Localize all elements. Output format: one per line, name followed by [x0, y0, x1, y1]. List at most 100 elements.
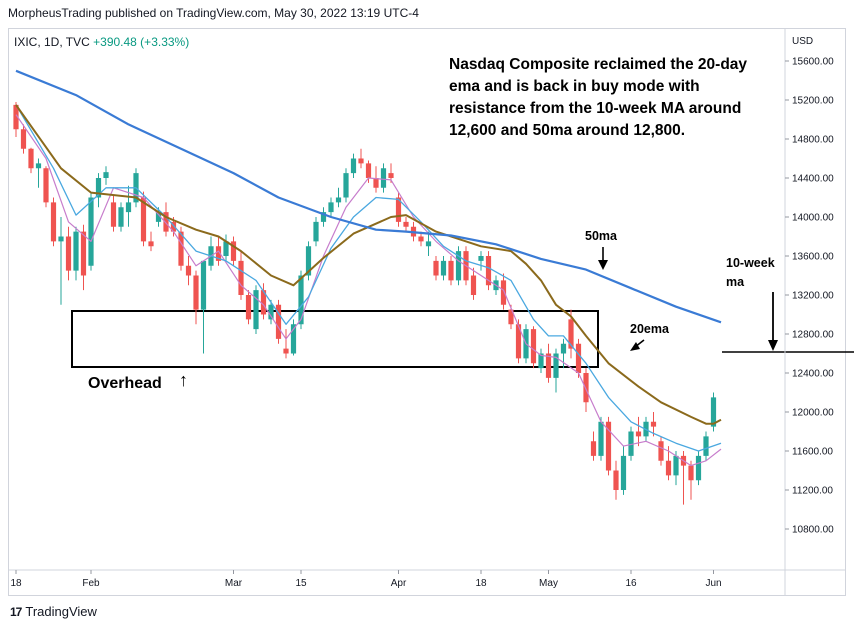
- candle-body: [73, 231, 79, 271]
- candle-body: [448, 260, 454, 281]
- price-tick-label: 10800.00: [792, 525, 834, 536]
- candle-body: [283, 348, 289, 354]
- candle-body: [193, 275, 199, 310]
- price-tick-label: 15200.00: [792, 96, 834, 107]
- candle-body: [110, 202, 117, 227]
- candles-layer: [13, 101, 717, 505]
- candle-body: [673, 455, 679, 476]
- candle-body: [155, 212, 162, 222]
- candle-body: [20, 129, 27, 149]
- symbol-change: +390.48 (+3.33%): [93, 35, 190, 49]
- ten-week-label-1: 10-week: [726, 256, 775, 270]
- candle-body: [583, 373, 589, 403]
- candle-body: [215, 246, 222, 261]
- candle-body: [125, 202, 132, 213]
- ma50-arrow-head: [598, 260, 608, 270]
- candle-body: [485, 256, 492, 286]
- candle-body: [440, 260, 447, 276]
- candle-body: [703, 436, 709, 456]
- footer-brand: 17 TradingView: [10, 604, 97, 619]
- overhead-resistance-box: [71, 310, 599, 368]
- candle-body: [695, 455, 702, 481]
- symbol-ticker: IXIC, 1D, TVC: [14, 35, 90, 49]
- publisher-header: MorpheusTrading published on TradingView…: [8, 6, 419, 20]
- ema20-line: [15, 104, 722, 425]
- candle-body: [298, 275, 304, 325]
- candle-body: [245, 295, 252, 320]
- main-annotation: Nasdaq Composite reclaimed the 20-day em…: [449, 56, 748, 139]
- candle-body: [710, 397, 717, 427]
- tradingview-logo-icon: 17: [10, 604, 22, 619]
- candle-body: [403, 221, 409, 227]
- candle-body: [28, 148, 34, 169]
- candle-body: [290, 324, 297, 354]
- candle-body: [545, 353, 552, 378]
- candle-body: [538, 353, 544, 369]
- price-tick-label: 12800.00: [792, 330, 834, 341]
- candle-body: [80, 231, 87, 276]
- candle-body: [58, 236, 64, 242]
- time-tick-label: Jun: [705, 578, 721, 589]
- candle-body: [568, 319, 574, 349]
- price-axis: 15600.00 15200.00 14800.00 14400.00 14000.00…: [9, 29, 845, 596]
- candle-body: [95, 178, 102, 198]
- price-tick-label: 12000.00: [792, 408, 834, 419]
- time-tick-label: Feb: [82, 578, 100, 589]
- overhead-up-arrow: ↑: [179, 370, 188, 390]
- candle-body: [508, 309, 514, 325]
- ma50-label: 50ma: [585, 229, 617, 243]
- candle-body: [500, 280, 507, 305]
- candle-body: [253, 290, 259, 330]
- candle-body: [343, 173, 349, 198]
- candle-body: [665, 460, 672, 476]
- candle-body: [628, 431, 634, 456]
- time-tick-label: 16: [625, 578, 637, 589]
- chart-frame: [8, 28, 846, 596]
- price-tick-label: 15600.00: [792, 57, 834, 68]
- tradingview-brand: TradingView: [25, 604, 97, 619]
- candle-body: [688, 465, 694, 481]
- candle-body: [238, 260, 244, 295]
- price-tick-label: 14800.00: [792, 135, 834, 146]
- candle-body: [395, 197, 402, 222]
- candle-body: [43, 168, 49, 203]
- candle-body: [425, 241, 432, 247]
- candle-body: [365, 163, 372, 178]
- candle-body: [305, 246, 312, 276]
- candle-body: [185, 265, 192, 276]
- time-tick-label: Apr: [391, 578, 407, 589]
- candle-body: [605, 421, 612, 471]
- candle-body: [260, 290, 267, 315]
- candle-body: [575, 343, 582, 373]
- candle-body: [433, 260, 439, 276]
- candle-body: [635, 431, 642, 437]
- candle-body: [658, 441, 664, 461]
- candle-body: [418, 236, 424, 242]
- candle-body: [530, 329, 537, 364]
- ten-week-arrow-head: [768, 340, 778, 351]
- price-tick-label: 12400.00: [792, 369, 834, 380]
- moving-averages-layer: [15, 69, 722, 467]
- candle-body: [103, 172, 109, 178]
- candle-body: [350, 158, 357, 174]
- candle-body: [13, 104, 19, 130]
- candle-body: [598, 421, 604, 456]
- candle-body: [65, 236, 72, 271]
- currency-label: USD: [792, 36, 813, 47]
- candle-body: [620, 455, 627, 490]
- candle-body: [328, 202, 334, 213]
- candle-body: [200, 260, 207, 310]
- candle-body: [335, 197, 342, 203]
- candle-body: [388, 173, 394, 178]
- candle-body: [470, 275, 477, 295]
- candle-body: [118, 207, 124, 227]
- candle-body: [650, 421, 657, 427]
- candle-body: [320, 212, 327, 222]
- ema10-line: [15, 104, 722, 452]
- candle-body: [223, 241, 229, 256]
- overhead-label: Overhead: [88, 375, 162, 392]
- candle-body: [170, 221, 177, 232]
- candle-body: [35, 163, 42, 169]
- candle-body: [140, 197, 147, 242]
